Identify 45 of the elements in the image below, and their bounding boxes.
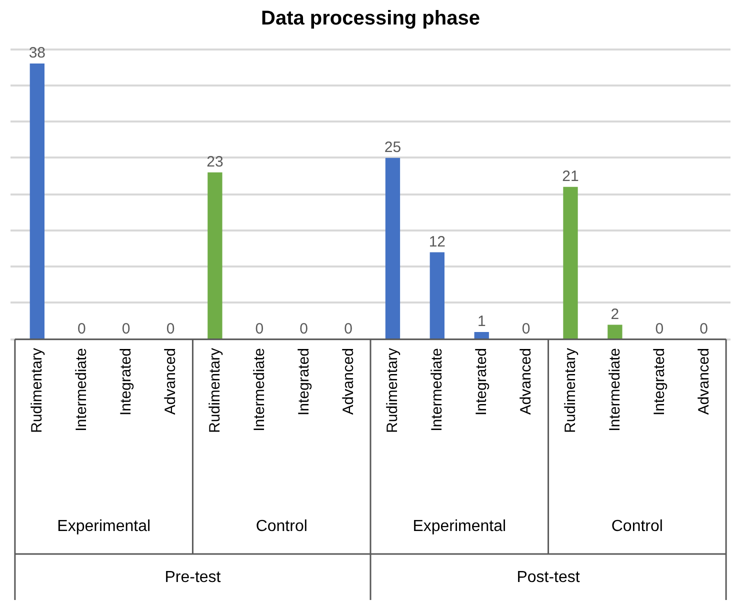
chart-title: Data processing phase [261,8,480,30]
data-label: 1 [477,313,486,330]
x-tick-label: Integrated [650,348,668,416]
data-label: 0 [344,320,352,338]
text: Pre-test [164,568,222,586]
x-tick-label: Rudimentary [562,347,579,434]
x-tick-label: Integrated [118,348,135,416]
data-label: 0 [300,320,308,338]
data-label: 0 [166,320,175,338]
x-tick-label: Advanced [695,348,712,415]
data-label: 25 [384,139,402,156]
x-tick-label: Integrated [473,348,490,416]
x-tick-label: Advanced [518,348,535,415]
data-label: 12 [428,233,446,250]
text: Experimental [412,518,506,535]
bar [563,186,578,340]
data-label: 21 [562,168,579,186]
data-label: 0 [700,320,708,338]
x-tick-label: Rudimentary [384,347,402,434]
x-tick-label: Intermediate [428,348,446,432]
text: Experimental [57,518,151,535]
text: Control [256,518,308,535]
x-tick-label: Intermediate [250,348,268,432]
data-label: 0 [522,320,530,338]
bar [430,252,444,340]
data-label: 23 [206,154,224,171]
x-tick-label: Integrated [295,348,312,416]
data-label: 38 [28,44,46,62]
data-label: 0 [655,320,664,338]
bar [30,64,44,340]
text: Post-test [516,568,580,586]
x-tick-label: Rudimentary [206,347,224,434]
bar [385,158,400,340]
x-tick-label: Advanced [162,348,179,415]
x-tick-label: Advanced [340,348,357,415]
x-tick-label: Intermediate [606,348,624,432]
data-label: 0 [122,320,130,338]
bar [208,172,222,340]
data-label: 0 [77,320,86,338]
x-tick-label: Rudimentary [28,347,46,434]
text: Control [611,518,663,535]
x-tick-label: Intermediate [73,348,90,432]
bar [608,324,622,340]
data-label: 0 [255,320,264,338]
data-label: 2 [610,306,620,323]
